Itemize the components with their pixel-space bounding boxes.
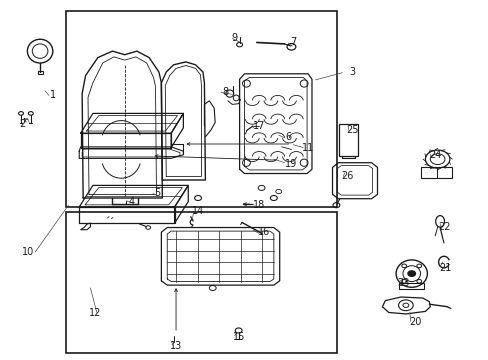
Text: 17: 17 <box>252 121 265 131</box>
Text: 7: 7 <box>290 37 296 48</box>
Text: 23: 23 <box>396 278 409 288</box>
Text: 13: 13 <box>169 341 182 351</box>
Text: 22: 22 <box>438 222 450 232</box>
Text: 20: 20 <box>408 317 421 327</box>
Text: 12: 12 <box>89 308 102 318</box>
Text: 14: 14 <box>191 206 204 216</box>
Text: 24: 24 <box>428 150 441 160</box>
Bar <box>420 167 451 178</box>
Text: 19: 19 <box>284 159 297 169</box>
Text: 25: 25 <box>345 125 358 135</box>
Text: 8: 8 <box>223 87 228 97</box>
Bar <box>38 71 42 74</box>
Text: 18: 18 <box>252 200 265 210</box>
Bar <box>66 11 337 207</box>
Bar <box>339 124 357 156</box>
Text: 5: 5 <box>154 188 160 198</box>
Bar <box>398 283 424 289</box>
Text: 21: 21 <box>438 263 450 273</box>
Text: 16: 16 <box>257 227 270 237</box>
Text: 2: 2 <box>19 119 25 129</box>
Text: 4: 4 <box>129 197 135 207</box>
Text: 11: 11 <box>301 143 314 153</box>
Bar <box>66 212 337 353</box>
Text: 3: 3 <box>348 67 354 77</box>
Text: 10: 10 <box>22 247 35 257</box>
Text: 26: 26 <box>340 171 353 181</box>
Text: 9: 9 <box>231 33 237 43</box>
Text: 1: 1 <box>50 90 56 100</box>
Ellipse shape <box>407 271 415 276</box>
Text: 15: 15 <box>233 332 245 342</box>
Text: 6: 6 <box>285 132 291 142</box>
